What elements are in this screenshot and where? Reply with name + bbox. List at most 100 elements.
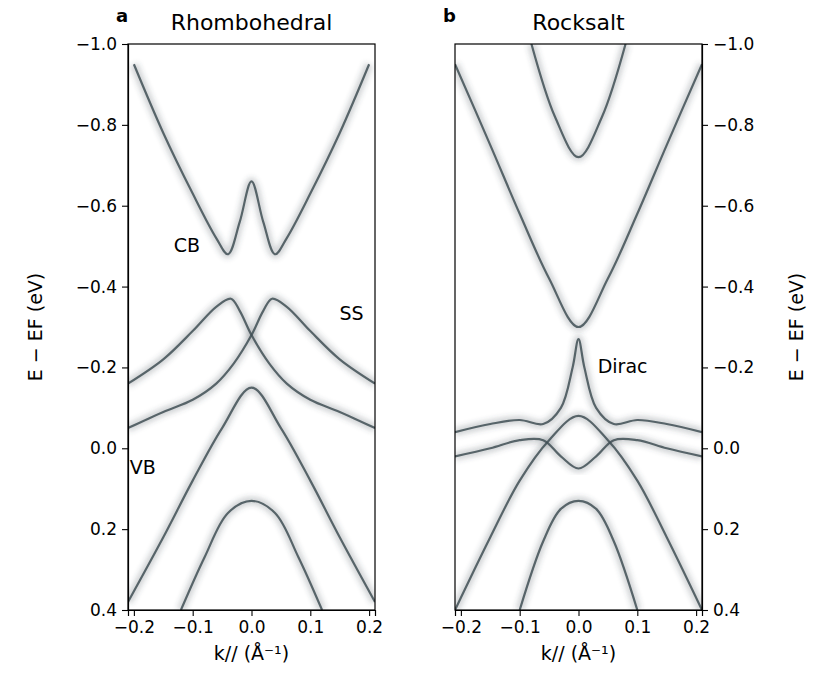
band — [134, 64, 369, 254]
tick-mark — [310, 610, 311, 616]
tick-label: 0.4 — [713, 600, 740, 620]
panel-title: Rhombohedral — [171, 10, 333, 35]
tick: −0.2 — [114, 610, 155, 637]
y-axis-title: E − EF (eV) — [24, 273, 46, 382]
tick-label: −0.2 — [114, 617, 155, 637]
tick-mark — [122, 448, 128, 449]
tick-label: −0.2 — [441, 617, 482, 637]
tick: 0.0 — [90, 438, 128, 458]
tick-label: −0.1 — [500, 617, 541, 637]
band-glow — [455, 416, 702, 610]
tick-mark — [702, 44, 708, 45]
tick-mark — [122, 367, 128, 368]
tick: −0.2 — [441, 610, 482, 637]
band-glow — [128, 299, 375, 428]
band — [181, 501, 322, 610]
tick: −0.4 — [702, 277, 754, 297]
figure: −0.2 −0.1 0.0 0.1 0.2 −1.0 −0.8 −0.6 −0.4 −0.2 0.0… — [0, 0, 835, 673]
x-axis-title: k// (Å⁻¹) — [541, 642, 616, 664]
tick-label: 0.2 — [356, 617, 383, 637]
tick-label: 0.2 — [713, 519, 740, 539]
tick: −0.4 — [76, 277, 128, 297]
tick: 0.4 — [702, 600, 740, 620]
tick-mark — [702, 206, 708, 207]
band-glow — [455, 64, 702, 327]
tick-label: 0.2 — [90, 519, 117, 539]
tick-mark — [637, 610, 638, 616]
tick: −1.0 — [76, 34, 128, 54]
tick: 0.2 — [702, 519, 740, 539]
tick-label: 0.1 — [297, 617, 324, 637]
band — [531, 44, 625, 157]
tick-mark — [702, 529, 708, 530]
tick: 0.4 — [90, 600, 128, 620]
y-axis-title: E − EF (eV) — [785, 273, 807, 382]
band — [455, 416, 702, 610]
tick: −0.1 — [173, 610, 214, 637]
band-glow — [128, 388, 375, 602]
tick-label: −0.6 — [713, 196, 754, 216]
tick-mark — [122, 44, 128, 45]
tick-label: 0.0 — [90, 438, 117, 458]
frame — [455, 44, 702, 610]
frame — [128, 44, 375, 610]
tick-mark — [696, 610, 697, 616]
tick: −0.8 — [76, 115, 128, 135]
tick: −0.2 — [702, 357, 754, 377]
tick-label: −0.1 — [173, 617, 214, 637]
tick: 0.0 — [565, 610, 592, 637]
band-glow — [181, 501, 322, 610]
tick-mark — [702, 125, 708, 126]
tick: 0.2 — [90, 519, 128, 539]
panel-letter: b — [443, 5, 456, 26]
tick-mark — [369, 610, 370, 616]
plot-area — [455, 44, 702, 610]
band — [128, 388, 375, 602]
band — [128, 299, 375, 428]
tick-mark — [578, 610, 579, 616]
band — [455, 64, 702, 327]
tick-label: 0.1 — [624, 617, 651, 637]
tick: 0.0 — [238, 610, 265, 637]
x-axis: −0.2 −0.1 0.0 0.1 0.2 — [441, 610, 710, 637]
tick: 0.1 — [297, 610, 324, 637]
panel-letter: a — [116, 5, 128, 26]
tick-label: −0.4 — [76, 277, 117, 297]
tick-label: −1.0 — [76, 34, 117, 54]
band — [455, 439, 702, 469]
tick: 0.1 — [624, 610, 651, 637]
tick-label: 0.4 — [90, 600, 117, 620]
band — [520, 501, 638, 610]
panel: −0.2 −0.1 0.0 0.1 0.2 −1.0 −0.8 −0.6 −0.4 −0.2 0.0… — [441, 5, 807, 664]
panel-title: Rocksalt — [532, 10, 625, 35]
tick-mark — [702, 367, 708, 368]
plot-area — [128, 64, 375, 610]
tick: 0.0 — [702, 438, 740, 458]
annotation: SS — [339, 302, 363, 324]
tick: −1.0 — [702, 34, 754, 54]
tick-label: −0.8 — [713, 115, 754, 135]
annotation: CB — [174, 234, 200, 256]
tick-mark — [702, 287, 708, 288]
tick-mark — [193, 610, 194, 616]
tick-label: 0.0 — [565, 617, 592, 637]
tick: 0.2 — [356, 610, 383, 637]
tick-mark — [122, 206, 128, 207]
tick-label: −0.2 — [713, 357, 754, 377]
y-axis: −1.0 −0.8 −0.6 −0.4 −0.2 0.0 0.2 0.4 — [702, 34, 754, 620]
tick-label: −0.2 — [76, 357, 117, 377]
tick: −0.6 — [702, 196, 754, 216]
tick-mark — [702, 448, 708, 449]
axis-line — [703, 45, 709, 611]
tick: −0.2 — [76, 357, 128, 377]
band-glow — [134, 64, 369, 254]
tick-label: −0.6 — [76, 196, 117, 216]
tick-label: 0.0 — [713, 438, 740, 458]
tick-label: −1.0 — [713, 34, 754, 54]
tick: 0.2 — [683, 610, 710, 637]
x-axis: −0.2 −0.1 0.0 0.1 0.2 — [114, 610, 383, 637]
annotation: VB — [130, 456, 156, 478]
tick-mark — [134, 610, 135, 616]
axis-line — [129, 611, 376, 617]
band-glow — [520, 501, 638, 610]
